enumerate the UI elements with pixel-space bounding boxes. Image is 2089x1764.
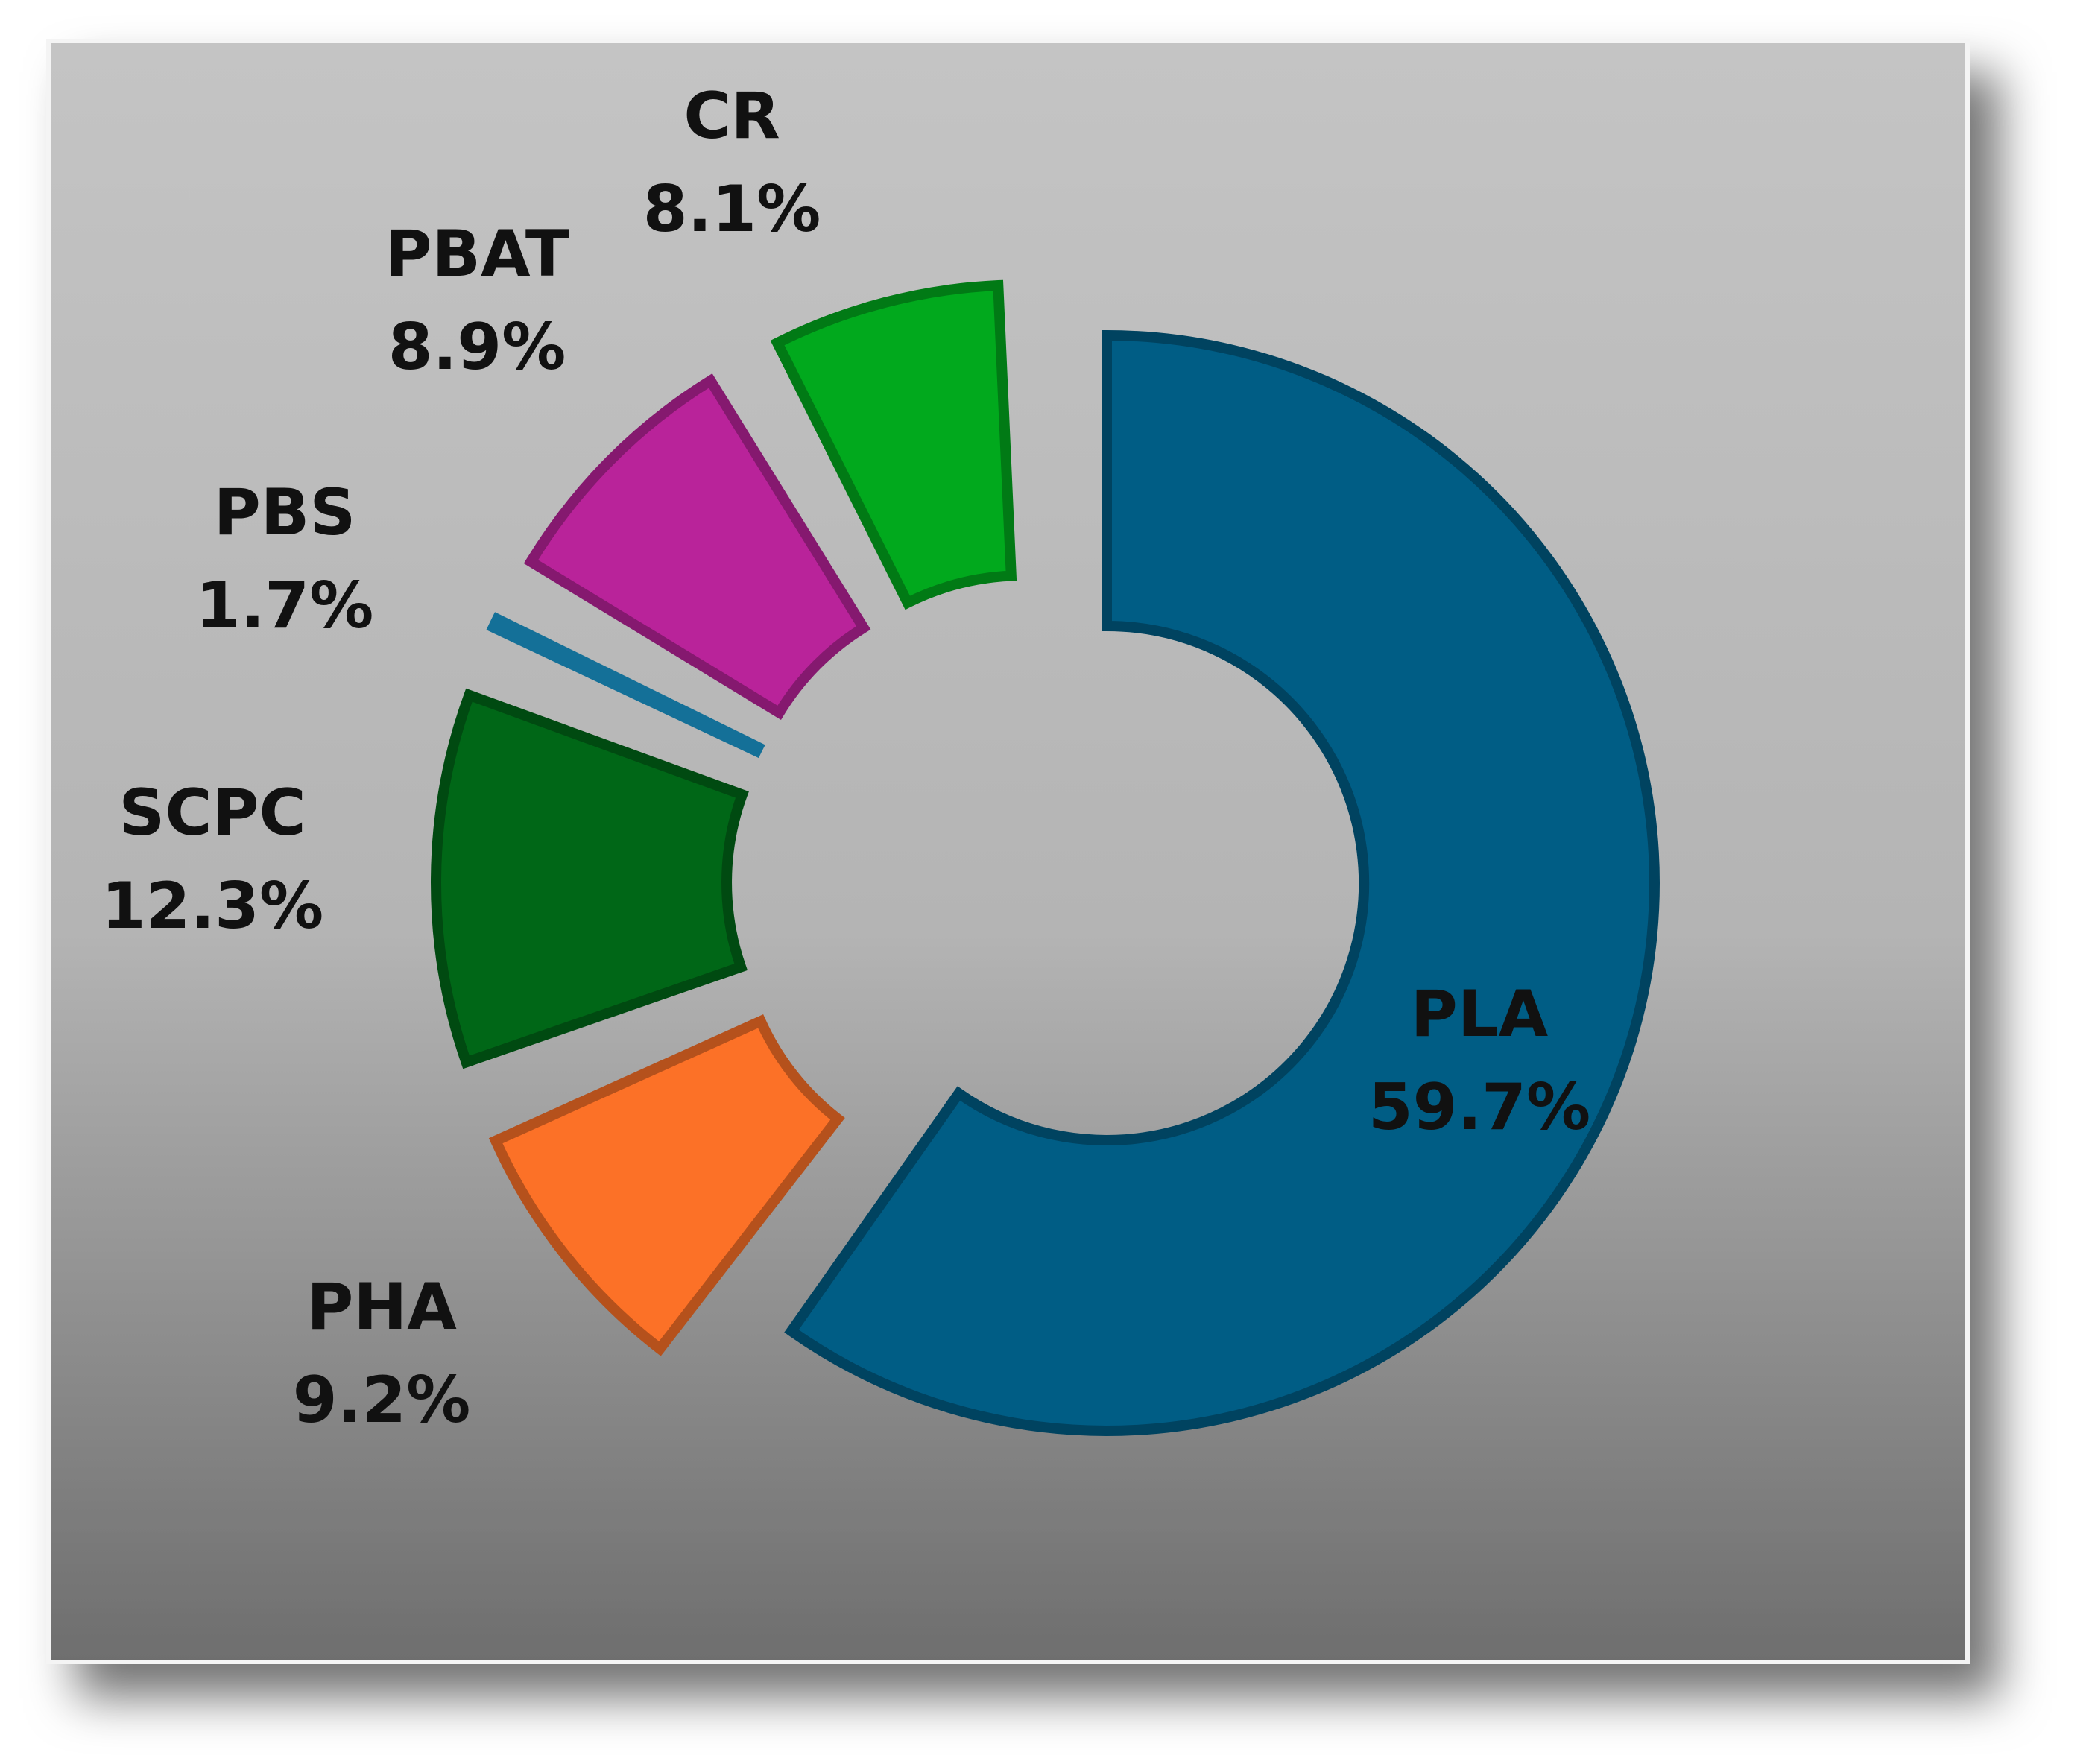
slice-scpc	[431, 688, 749, 1069]
slice-pbs	[486, 612, 765, 759]
slice-pha	[488, 1014, 845, 1356]
slice-value-scpc: 12.3%	[101, 869, 323, 943]
slice-label-pla: PLA	[1411, 977, 1549, 1052]
slice-cr	[770, 279, 1017, 610]
slice-label-pbs: PBS	[214, 475, 356, 550]
slice-value-pbs: 1.7%	[196, 569, 374, 643]
slice-value-pbat: 8.9%	[388, 310, 566, 385]
slice-value-pla: 59.7%	[1368, 1070, 1590, 1145]
slice-label-scpc: SCPC	[118, 776, 306, 850]
slice-label-pbat: PBAT	[385, 217, 569, 291]
slice-label-cr: CR	[683, 79, 780, 154]
slice-value-pha: 9.2%	[293, 1363, 471, 1438]
slice-value-cr: 8.1%	[643, 172, 821, 247]
slice-label-pha: PHA	[306, 1270, 457, 1344]
slice-pla	[784, 329, 1660, 1436]
slice-pbat	[523, 373, 871, 721]
